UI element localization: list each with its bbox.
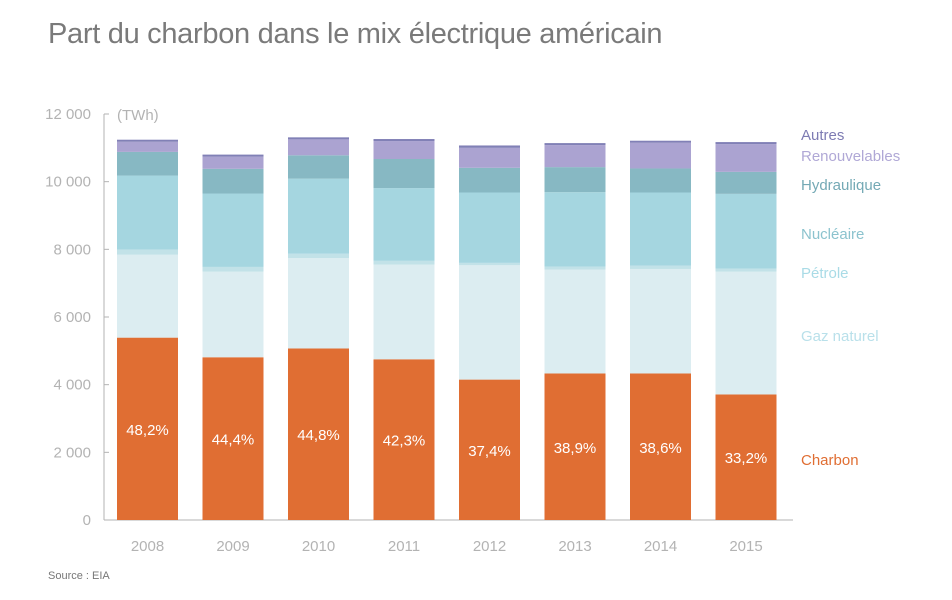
bar-segment-renouvelables-2013 bbox=[544, 145, 606, 168]
bar-segment-gaz-naturel-2014 bbox=[630, 268, 691, 374]
coal-share-label: 48,2% bbox=[126, 422, 169, 439]
x-tick-label: 2015 bbox=[729, 538, 762, 555]
y-axis-unit-label: (TWh) bbox=[117, 107, 159, 124]
bar-segment-hydraulique-2010 bbox=[288, 155, 349, 179]
bar-segment-autres-2008 bbox=[117, 139, 178, 142]
legend-item-gaz-naturel: Gaz naturel bbox=[801, 328, 879, 345]
bar-segment-charbon-2009 bbox=[202, 357, 264, 520]
bar-segment-gaz-naturel-2015 bbox=[715, 271, 777, 395]
bar-segment-charbon-2013 bbox=[544, 373, 606, 520]
x-tick-label: 2009 bbox=[216, 538, 249, 555]
legend-item-hydraulique: Hydraulique bbox=[801, 177, 881, 194]
x-tick-label: 2013 bbox=[558, 538, 591, 555]
legend-item-charbon: Charbon bbox=[801, 452, 859, 469]
coal-share-label: 44,8% bbox=[297, 427, 340, 444]
x-tick-label: 2011 bbox=[388, 538, 420, 555]
bar-segment-charbon-2014 bbox=[630, 373, 691, 520]
y-tick-label: 2 000 bbox=[53, 444, 91, 461]
bar-segment-nucl-aire-2012 bbox=[459, 192, 520, 263]
bar-segment-hydraulique-2009 bbox=[202, 168, 264, 194]
bar-segment-p-trole-2013 bbox=[544, 266, 606, 270]
bar-segment-gaz-naturel-2008 bbox=[117, 254, 178, 338]
coal-share-label: 42,3% bbox=[383, 433, 426, 450]
bar-segment-nucl-aire-2009 bbox=[202, 193, 264, 267]
bar-segment-autres-2010 bbox=[288, 137, 349, 140]
coal-share-label: 44,4% bbox=[212, 432, 255, 449]
y-tick-label: 6 000 bbox=[53, 309, 91, 326]
legend-item-autres: Autres bbox=[801, 127, 844, 144]
bar-segment-nucl-aire-2014 bbox=[630, 192, 691, 266]
bar-segment-nucl-aire-2010 bbox=[288, 178, 349, 254]
bar-segment-autres-2011 bbox=[373, 139, 435, 142]
bar-segment-nucl-aire-2013 bbox=[544, 192, 606, 267]
y-tick-label: 10 000 bbox=[45, 174, 91, 191]
bar-segment-gaz-naturel-2013 bbox=[544, 269, 606, 374]
bar-segment-charbon-2011 bbox=[373, 359, 435, 520]
source-note: Source : EIA bbox=[48, 570, 110, 582]
bar-segment-hydraulique-2015 bbox=[715, 171, 777, 194]
legend: Autres Renouvelables Hydraulique Nucléaire P… bbox=[801, 127, 900, 469]
legend-item-renouvelables: Renouvelables bbox=[801, 148, 900, 165]
bar-segment-renouvelables-2010 bbox=[288, 139, 349, 156]
bar-segment-p-trole-2012 bbox=[459, 262, 520, 266]
bar-segment-gaz-naturel-2009 bbox=[202, 271, 264, 358]
coal-share-label: 38,9% bbox=[554, 440, 597, 457]
y-tick-label: 8 000 bbox=[53, 241, 91, 258]
coal-share-label: 37,4% bbox=[468, 443, 511, 460]
x-tick-label: 2010 bbox=[302, 538, 335, 555]
bar-segment-hydraulique-2013 bbox=[544, 167, 606, 193]
bar-segment-hydraulique-2008 bbox=[117, 151, 178, 176]
bar-segment-p-trole-2014 bbox=[630, 265, 691, 269]
bar-segment-charbon-2008 bbox=[117, 337, 178, 520]
bar-segment-hydraulique-2011 bbox=[373, 158, 435, 189]
bar-segment-charbon-2012 bbox=[459, 379, 520, 520]
y-tick-label: 4 000 bbox=[53, 377, 91, 394]
bar-segment-p-trole-2010 bbox=[288, 253, 349, 259]
bar-segment-autres-2015 bbox=[715, 142, 777, 145]
bar-segment-renouvelables-2012 bbox=[459, 147, 520, 168]
bar-segment-p-trole-2009 bbox=[202, 266, 264, 272]
bar-segment-p-trole-2015 bbox=[715, 268, 777, 272]
legend-item-nucl-aire: Nucléaire bbox=[801, 226, 864, 243]
x-tick-label: 2014 bbox=[644, 538, 677, 555]
legend-item-p-trole: Pétrole bbox=[801, 265, 849, 282]
bar-segment-autres-2013 bbox=[544, 143, 606, 146]
bar-segment-p-trole-2008 bbox=[117, 249, 178, 255]
bar-segment-nucl-aire-2008 bbox=[117, 175, 178, 250]
y-tick-label: 12 000 bbox=[45, 106, 91, 123]
bar-segment-renouvelables-2014 bbox=[630, 142, 691, 169]
bar-segment-nucl-aire-2011 bbox=[373, 188, 435, 261]
bar-segment-nucl-aire-2015 bbox=[715, 193, 777, 269]
bars bbox=[117, 137, 777, 520]
data-labels: 2008 48,2% 2009 44,4% 2010 44,8% 2011 42,3% 2012… bbox=[126, 422, 767, 555]
bar-segment-gaz-naturel-2011 bbox=[373, 264, 435, 360]
y-axis: 0 2 000 4 000 6 000 8 000 10 000 12 000 (TWh) bbox=[45, 106, 793, 529]
bar-segment-renouvelables-2008 bbox=[117, 141, 178, 152]
bar-segment-charbon-2010 bbox=[288, 348, 349, 520]
bar-segment-renouvelables-2011 bbox=[373, 141, 435, 159]
bar-segment-p-trole-2011 bbox=[373, 260, 435, 265]
bar-segment-charbon-2015 bbox=[715, 394, 777, 520]
coal-share-label: 33,2% bbox=[725, 450, 768, 467]
bar-segment-gaz-naturel-2012 bbox=[459, 265, 520, 380]
x-tick-label: 2012 bbox=[473, 538, 506, 555]
bar-segment-renouvelables-2009 bbox=[202, 156, 264, 169]
chart-title: Part du charbon dans le mix électrique a… bbox=[48, 18, 663, 50]
x-tick-label: 2008 bbox=[131, 538, 164, 555]
bar-segment-autres-2012 bbox=[459, 145, 520, 148]
bar-segment-renouvelables-2015 bbox=[715, 144, 777, 172]
bar-segment-hydraulique-2012 bbox=[459, 167, 520, 193]
bar-segment-hydraulique-2014 bbox=[630, 168, 691, 193]
y-tick-label: 0 bbox=[83, 512, 91, 529]
coal-share-label: 38,6% bbox=[639, 440, 682, 457]
bar-segment-autres-2009 bbox=[202, 154, 264, 157]
bar-segment-gaz-naturel-2010 bbox=[288, 258, 349, 349]
bar-segment-autres-2014 bbox=[630, 140, 691, 143]
